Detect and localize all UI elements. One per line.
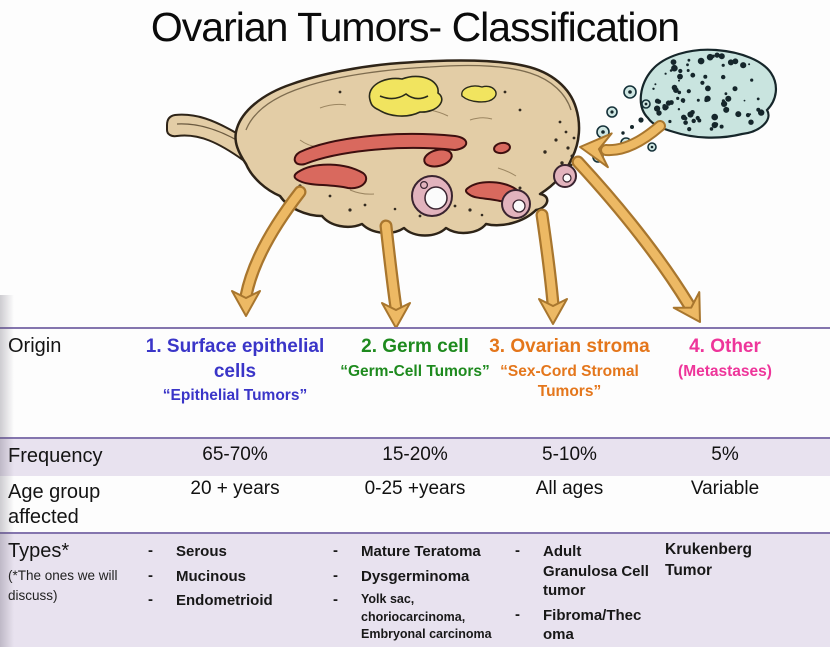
dash-bullet: - (515, 542, 520, 559)
types-note: (*The ones we will discuss) (8, 568, 118, 603)
table-row-frequency: Frequency 65-70% 15-20% 5-10% 5% (0, 437, 830, 476)
dash-bullet: - (148, 591, 153, 608)
age-group-value: Variable (690, 478, 760, 499)
frequency-value: 5% (711, 444, 739, 465)
row-label-frequency: Frequency (8, 445, 103, 467)
origin-heading: 3. Ovarian stroma (489, 336, 650, 357)
type-item: - Yolk sac, choriocarcinoma, Embryonal ca… (333, 591, 501, 644)
left-edge-vignette (0, 295, 14, 647)
origin-subheading: (Metastases) (678, 362, 772, 380)
blood-vessels-icon (293, 132, 520, 203)
ovarian-ligament-icon (166, 113, 245, 163)
frequency-value: 5-10% (542, 444, 597, 465)
age-group-value: 0-25 +years (364, 478, 466, 499)
type-item: - Adult Granulosa Cell tumor (515, 542, 650, 601)
table-row-age-group: Age group affected 20 + years 0-25 +year… (0, 474, 830, 532)
type-item: - Mature Teratoma (333, 542, 501, 562)
types-label: Types* (8, 540, 70, 562)
age-group-value: 20 + years (190, 478, 280, 499)
corpus-luteum-icon (368, 75, 497, 117)
origin-subheading: “Sex-Cord Stromal Tumors” (500, 362, 639, 400)
origin-header-stroma: 3. Ovarian stroma “Sex-Cord Stromal Tumo… (487, 335, 652, 402)
table-row-origin: Origin 1. Surface epithelial cells “Epit… (0, 327, 830, 439)
type-item: - Serous (148, 542, 338, 562)
type-item: - Endometrioid (148, 591, 338, 611)
dash-bullet: - (333, 566, 338, 584)
dash-bullet: - (148, 566, 153, 584)
ovary-illustration (166, 48, 777, 329)
origin-subheading: “Epithelial Tumors” (162, 387, 308, 405)
origin-heading: 1. Surface epithelial cells (145, 336, 325, 382)
origin-subheading: “Germ-Cell Tumors” (340, 362, 490, 380)
arrow-down-2 (379, 219, 411, 329)
type-label: Krukenberg Tumor (665, 541, 752, 579)
arrow-down-4 (571, 155, 701, 323)
type-label: Adult Granulosa Cell tumor (543, 543, 649, 599)
fallopian-fimbriae-icon (621, 48, 777, 139)
types-list-other: -Krukenberg Tumor (665, 540, 797, 587)
type-label: Endometrioid (176, 592, 273, 609)
table-row-types: Types* (*The ones we will discuss) - Sero… (0, 532, 830, 647)
origin-heading: 4. Other (689, 336, 761, 357)
dash-bullet: - (148, 542, 153, 559)
origin-heading: 2. Germ cell (361, 336, 469, 357)
dash-bullet: - (515, 605, 520, 623)
types-list-epithelial: - Serous - Mucinous - Endometrioid (148, 542, 338, 616)
types-list-stroma: - Adult Granulosa Cell tumor - Fibroma/Thec… (515, 542, 650, 647)
type-item: - Fibroma/Thecoma (515, 606, 650, 645)
dash-bullet: - (333, 542, 338, 559)
types-list-germ-cell: - Mature Teratoma - Dysgerminoma - Yolk sac, … (333, 542, 501, 647)
metastasis-arrow-icon (579, 120, 666, 169)
arrow-down-3 (535, 208, 568, 325)
type-label: Yolk sac, choriocarcinoma, Embryonal car… (361, 592, 492, 641)
follicles-icon (411, 164, 577, 219)
age-group-value: All ages (535, 478, 604, 499)
origin-header-other: 4. Other (Metastases) (640, 335, 810, 382)
origin-header-germ-cell: 2. Germ cell “Germ-Cell Tumors” (330, 335, 500, 382)
arrow-down-1 (231, 185, 307, 317)
type-label: Serous (176, 543, 227, 560)
row-label-origin: Origin (8, 335, 62, 357)
type-label: Mucinous (176, 567, 246, 585)
type-item: -Krukenberg Tumor (665, 540, 797, 582)
type-label: Mature Teratoma (361, 543, 481, 560)
frequency-value: 15-20% (382, 444, 448, 465)
type-label: Dysgerminoma (361, 567, 470, 585)
row-label-age-group: Age group affected (8, 481, 101, 528)
type-item: - Mucinous (148, 567, 338, 587)
type-item: - Dysgerminoma (333, 567, 501, 587)
slide-title: Ovarian Tumors- Classification (150, 4, 680, 50)
dash-bullet: - (333, 591, 338, 608)
type-label: Fibroma/Thecoma (543, 606, 642, 644)
ovary-speckles (298, 90, 576, 218)
origin-header-epithelial: 1. Surface epithelial cells “Epithelial … (145, 335, 325, 407)
classification-arrows (231, 120, 701, 329)
frequency-value: 65-70% (202, 444, 268, 465)
row-label-types: Types* (*The ones we will discuss) (8, 540, 130, 605)
